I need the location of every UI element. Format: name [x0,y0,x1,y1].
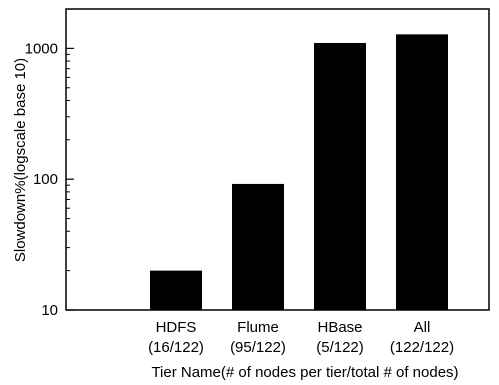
y-tick-label: 1000 [25,40,58,57]
x-tick-label-detail: (122/122) [390,339,454,356]
x-axis-title: Tier Name(# of nodes per tier/total # of… [151,364,458,381]
y-tick-label: 10 [41,302,58,319]
x-tick-label-name: HBase [317,319,362,336]
x-tick-label-name: HDFS [156,319,197,336]
y-tick-label: 100 [33,171,58,188]
y-axis-ticks: 10 100 1000 [25,40,74,319]
x-axis-ticks: HDFS (16/122) Flume (95/122) HBase (5/122) All… [148,304,454,356]
y-axis-title: Slowdown%(logscale base 10) [12,58,29,262]
bar-hbase [314,42,366,311]
x-tick-label-name: All [414,319,431,336]
bar-all [396,34,448,310]
x-tick-label-name: Flume [237,319,279,336]
x-tick-label-detail: (95/122) [230,339,286,356]
bar-hdfs [150,270,202,310]
bars [150,34,448,311]
x-tick-label-detail: (16/122) [148,339,204,356]
x-tick-label-detail: (5/122) [316,339,364,356]
bar-flume [232,183,284,310]
